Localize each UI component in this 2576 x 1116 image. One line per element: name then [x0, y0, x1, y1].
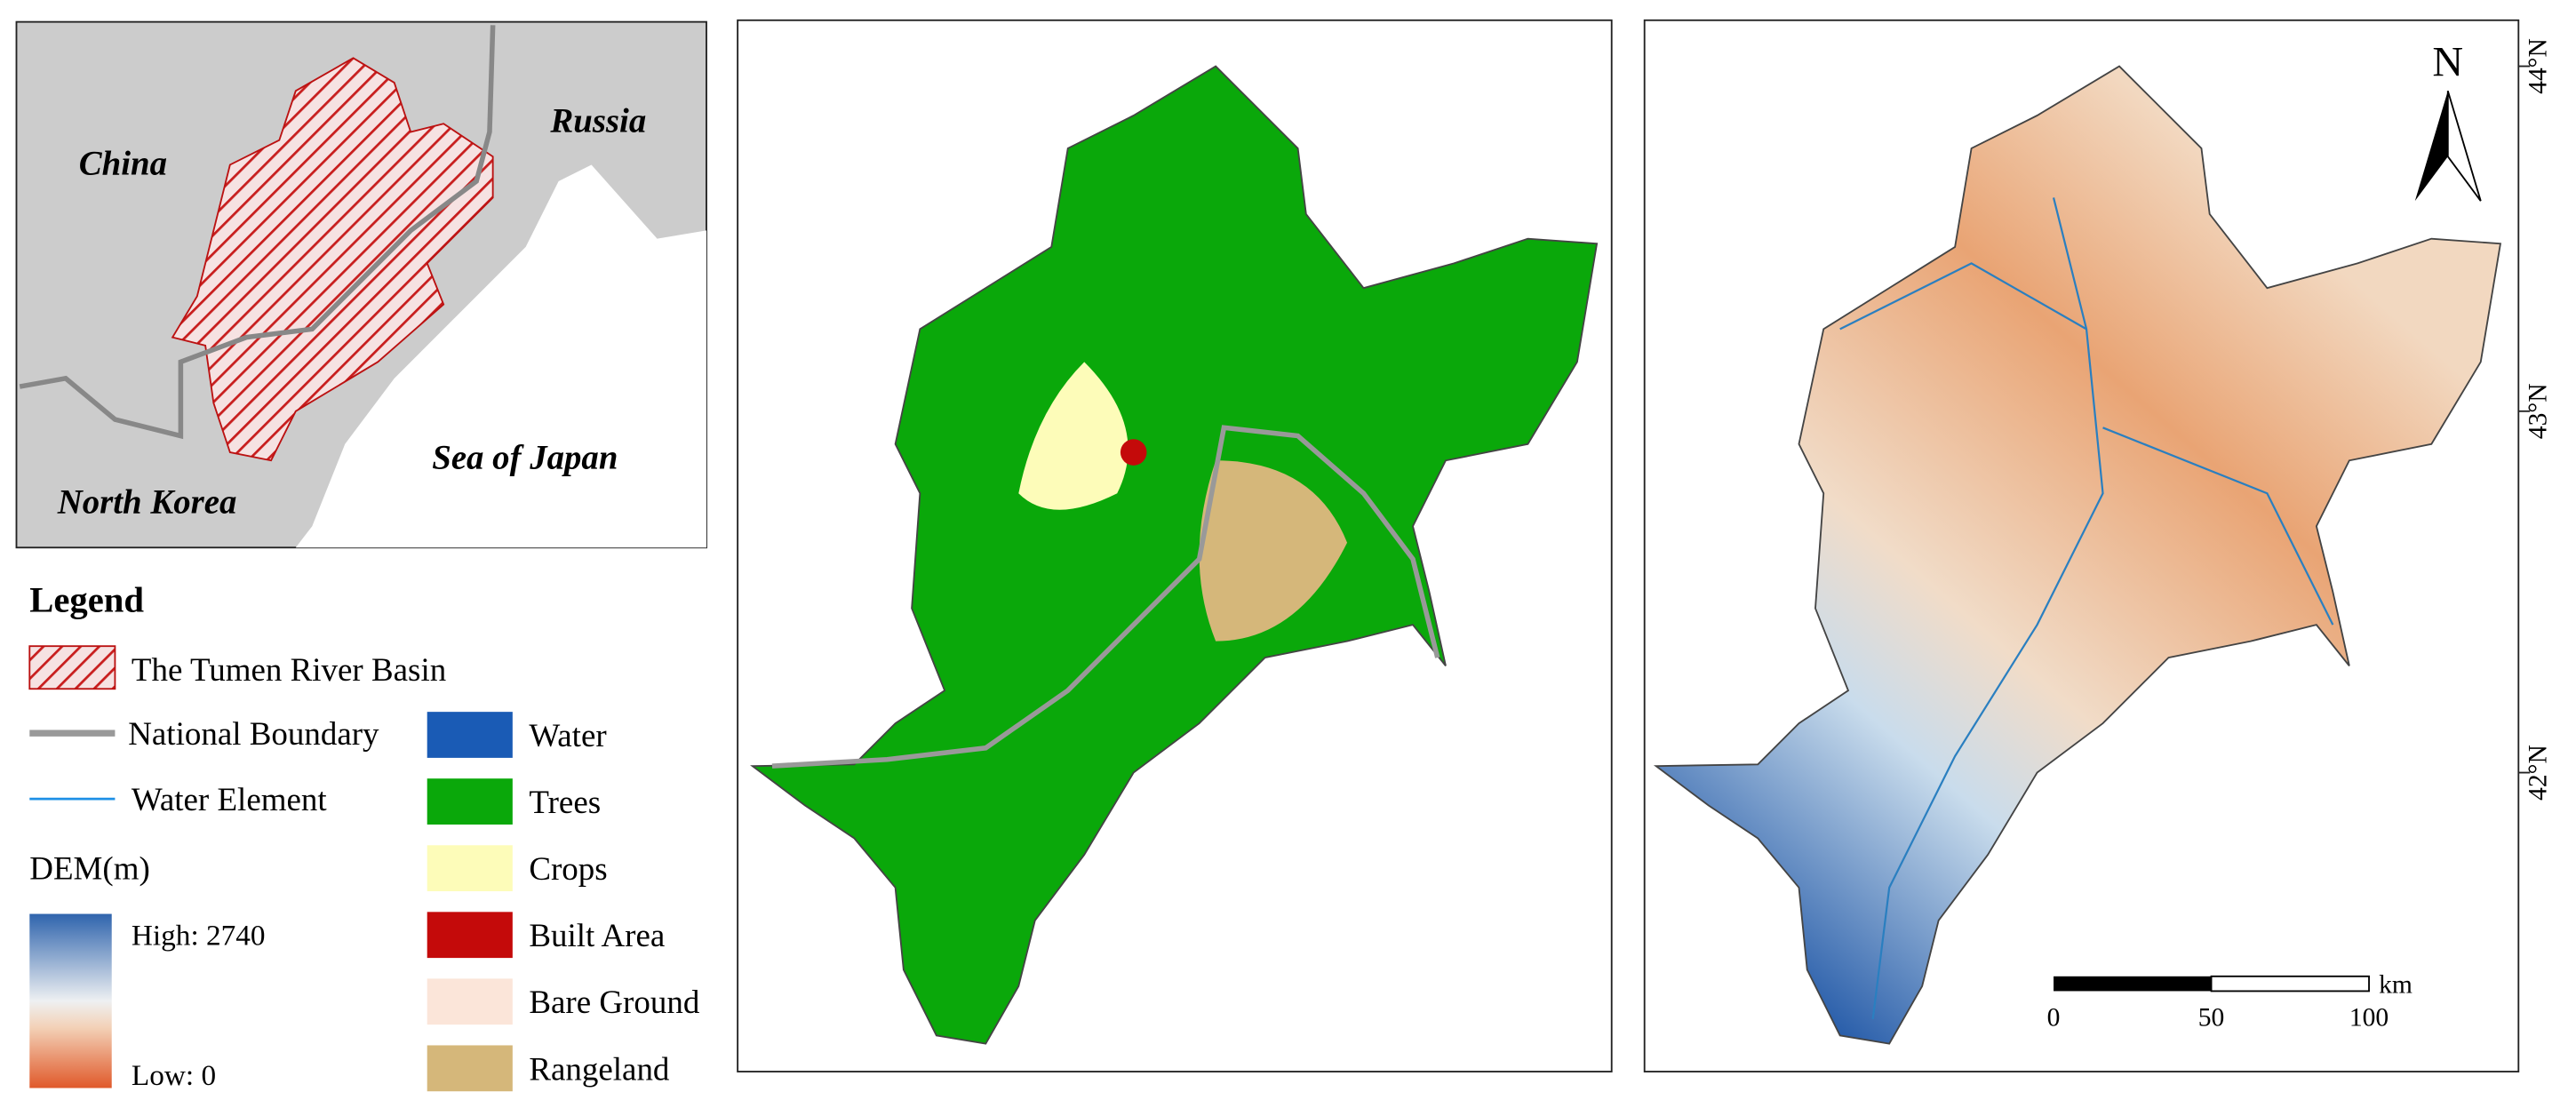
- swatch: [427, 912, 513, 959]
- national-boundary: [771, 425, 1440, 769]
- label: Russia: [549, 101, 646, 140]
- legend-label: National Boundary: [128, 715, 379, 752]
- scale-label: 100: [2349, 1003, 2389, 1032]
- dem-map: 44°N 43°N 42°N N 0 50 100 km: [1643, 19, 2553, 1072]
- scale-bar: [2210, 975, 2370, 992]
- swatch: [427, 712, 513, 758]
- swatch: [28, 645, 116, 690]
- legend-label: Water Element: [132, 781, 327, 817]
- swatch: [427, 778, 513, 825]
- scale-unit: km: [2379, 970, 2413, 999]
- land-cover-map: [737, 19, 1613, 1072]
- legend-label: Trees: [529, 784, 601, 820]
- swatch: [427, 845, 513, 892]
- swatch: [427, 978, 513, 1025]
- dem-low: Low: 0: [132, 1059, 216, 1092]
- label: Sea of Japan: [432, 439, 618, 477]
- dem-title: DEM(m): [29, 850, 150, 888]
- land-cover-legend: Water Trees Crops Built Area Bare Ground Rang…: [427, 712, 700, 1092]
- built-area: [1120, 439, 1147, 466]
- river: [1839, 197, 2334, 1020]
- legend-label: Water: [529, 717, 606, 753]
- legend-title: Legend: [29, 579, 144, 619]
- north-label: N: [2432, 39, 2463, 86]
- national-boundary: [19, 25, 496, 440]
- legend-label: Rangeland: [529, 1050, 670, 1087]
- legend-label: Crops: [529, 850, 607, 887]
- basin-hatch: [171, 57, 494, 462]
- dem-high: High: 2740: [132, 920, 266, 953]
- crops-area: [1018, 362, 1128, 510]
- label: North Korea: [57, 482, 237, 521]
- legend-label: Built Area: [529, 917, 665, 953]
- scale-label: 50: [2198, 1003, 2225, 1032]
- rangeland-area: [1199, 460, 1348, 642]
- sea: [295, 164, 707, 548]
- scale-bar: [2054, 976, 2212, 992]
- legend-label: The Tumen River Basin: [132, 651, 446, 688]
- legend: Legend The Tumen River Basin National Bo…: [28, 579, 700, 1092]
- dem-ramp: [29, 913, 112, 1088]
- legend-label: Bare Ground: [529, 984, 699, 1020]
- label: China: [79, 145, 167, 183]
- north-arrow: [2446, 91, 2482, 202]
- swatch: [427, 1045, 513, 1092]
- scale-label: 0: [2047, 1003, 2061, 1032]
- inset-map: China Russia North Korea Sea of Japan: [15, 20, 707, 549]
